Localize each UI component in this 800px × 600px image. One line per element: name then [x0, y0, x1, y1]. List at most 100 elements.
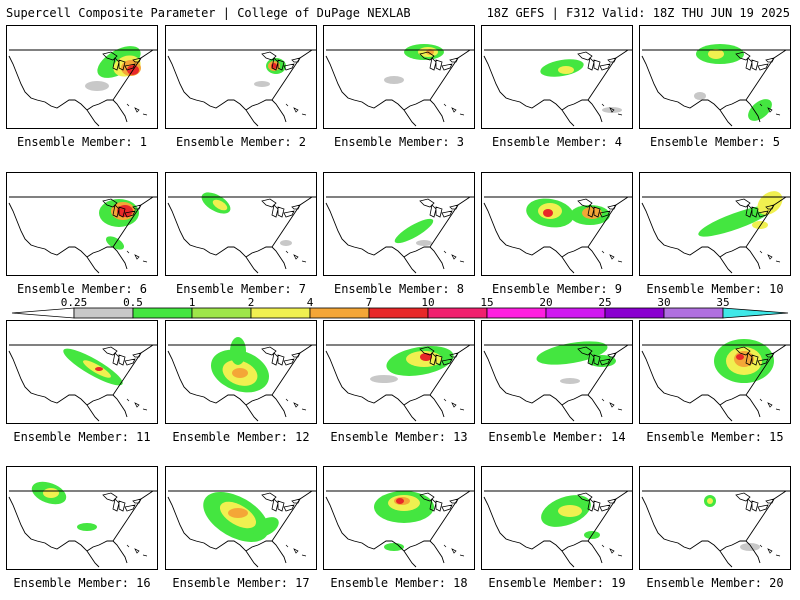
map-canvas	[167, 192, 316, 274]
member-caption: Ensemble Member: 18	[330, 576, 468, 590]
map-canvas	[641, 339, 790, 422]
parameter-field-area	[558, 66, 574, 74]
great-lakes-outline	[102, 346, 142, 366]
colorbar-tick-label: 35	[716, 296, 729, 309]
map-coastline	[641, 490, 790, 568]
caribbean-islands	[759, 103, 781, 116]
map-canvas	[325, 44, 474, 127]
parameter-field-area	[394, 218, 434, 244]
colorbar-segment	[250, 307, 311, 319]
colorbar-tick-label: 10	[421, 296, 434, 309]
map-coastline	[167, 49, 316, 127]
parameter-field-area	[560, 378, 580, 384]
great-lakes-outline	[577, 346, 617, 366]
map-coastline	[167, 344, 316, 422]
member-caption: Ensemble Member: 13	[330, 430, 468, 444]
map-coastline	[483, 490, 632, 568]
great-lakes-outline	[102, 198, 142, 218]
colorbar-segment	[545, 307, 606, 319]
caribbean-islands	[126, 544, 148, 557]
parameter-field-area	[212, 199, 228, 211]
great-lakes-outline	[261, 51, 301, 71]
map-coastline	[641, 196, 790, 274]
map-coastline	[325, 344, 474, 422]
member-caption: Ensemble Member: 10	[646, 282, 784, 296]
great-lakes-outline	[735, 51, 775, 71]
member-caption: Ensemble Member: 12	[172, 430, 310, 444]
colorbar-segment	[722, 307, 789, 319]
map-canvas	[8, 481, 157, 568]
caribbean-islands	[285, 544, 307, 557]
map-coastline	[8, 196, 157, 274]
colorbar-tick-label: 20	[539, 296, 552, 309]
caribbean-islands	[126, 250, 148, 263]
parameter-field-area	[254, 81, 270, 87]
ensemble-map-panel-5	[639, 25, 791, 129]
member-caption: Ensemble Member: 17	[172, 576, 310, 590]
parameter-field-area	[734, 351, 754, 367]
parameter-field-area	[370, 375, 398, 383]
caribbean-islands	[443, 103, 465, 116]
great-lakes-outline	[261, 346, 301, 366]
map-coastline	[325, 196, 474, 274]
member-caption: Ensemble Member: 5	[649, 135, 781, 149]
member-caption: Ensemble Member: 11	[13, 430, 151, 444]
parameter-field-area	[748, 99, 772, 121]
map-canvas	[8, 344, 157, 422]
map-canvas	[8, 46, 157, 127]
map-canvas	[8, 196, 157, 274]
caribbean-islands	[601, 544, 623, 557]
ensemble-map-panel-10	[639, 172, 791, 276]
parameter-field-area	[426, 49, 434, 55]
ensemble-map-panel-19	[481, 466, 633, 570]
member-caption: Ensemble Member: 3	[333, 135, 465, 149]
parameter-field-area	[752, 221, 768, 229]
parameter-field-area	[698, 205, 774, 237]
great-lakes-outline	[102, 492, 142, 512]
map-coastline	[167, 490, 316, 568]
map-canvas	[167, 490, 316, 568]
member-caption: Ensemble Member: 20	[646, 576, 784, 590]
member-caption: Ensemble Member: 19	[488, 576, 626, 590]
colorbar-tick-label: 1	[189, 296, 196, 309]
color-scale-legend: 0.25 0.5 1 2 4 7 10 15 20 25 30 35	[11, 296, 789, 319]
colorbar-segment	[191, 307, 252, 319]
caribbean-islands	[601, 250, 623, 263]
colorbar-segment	[604, 307, 665, 319]
ensemble-map-panel-2	[165, 25, 317, 129]
caribbean-islands	[285, 250, 307, 263]
map-coastline	[483, 344, 632, 422]
map-canvas	[641, 490, 790, 568]
parameter-field-area	[420, 353, 432, 361]
map-canvas	[483, 49, 632, 127]
great-lakes-outline	[577, 492, 617, 512]
parameter-field-area	[85, 81, 109, 91]
colorbar-tick-label: 0.5	[123, 296, 143, 309]
map-canvas	[167, 337, 316, 422]
great-lakes-outline	[102, 51, 142, 71]
map-canvas	[167, 49, 316, 127]
parameter-field-area	[736, 354, 744, 360]
caribbean-islands	[443, 250, 465, 263]
colorbar-segment	[663, 307, 724, 319]
member-caption: Ensemble Member: 14	[488, 430, 626, 444]
map-coastline	[8, 344, 157, 422]
parameter-field-area	[280, 240, 292, 246]
ensemble-map-panel-14	[481, 320, 633, 424]
member-caption: Ensemble Member: 8	[333, 282, 465, 296]
parameter-field-area	[416, 240, 432, 246]
parameter-field-area	[230, 337, 246, 365]
ensemble-map-panel-17	[165, 466, 317, 570]
map-coastline	[641, 344, 790, 422]
great-lakes-outline	[419, 198, 459, 218]
caribbean-islands	[759, 250, 781, 263]
map-coastline	[325, 490, 474, 568]
parameter-field-area	[105, 236, 125, 250]
member-caption: Ensemble Member: 9	[491, 282, 623, 296]
colorbar-segment	[309, 307, 370, 319]
parameter-field-area	[77, 523, 97, 531]
ensemble-map-panel-4	[481, 25, 633, 129]
great-lakes-outline	[577, 51, 617, 71]
colorbar-tick-label: 7	[366, 296, 373, 309]
map-coastline	[8, 490, 157, 568]
